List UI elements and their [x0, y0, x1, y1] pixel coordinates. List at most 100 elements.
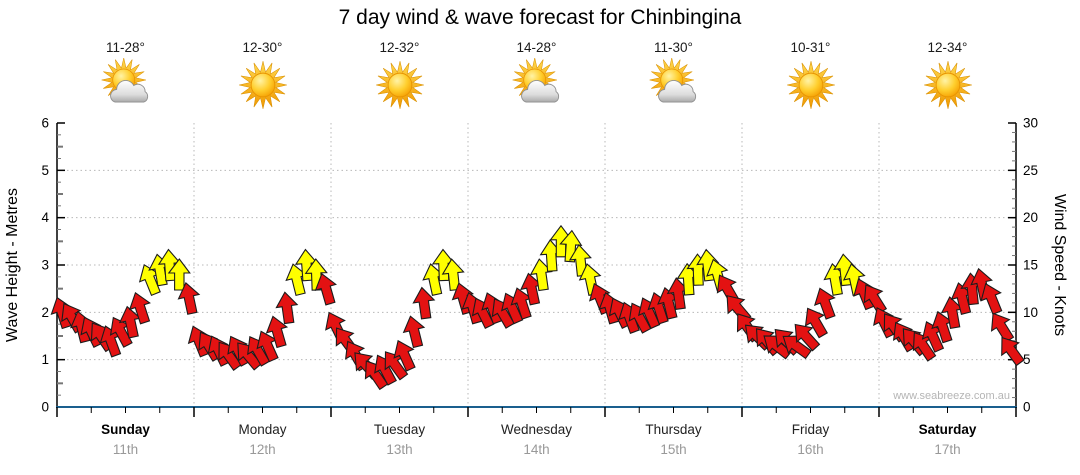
cloud-glyph: [109, 80, 148, 103]
left-axis-tick-label: 5: [41, 163, 49, 178]
right-axis-tick-label: 25: [1023, 163, 1038, 178]
day-date-label: 11th: [112, 442, 139, 457]
day-date-label: 14th: [523, 442, 550, 457]
left-axis-tick-label: 4: [41, 210, 49, 225]
cloud-glyph: [520, 80, 559, 103]
left-axis-title: Wave Height - Metres: [4, 188, 21, 342]
wind-arrow: [275, 291, 299, 325]
day-name-label: Tuesday: [373, 422, 426, 437]
day-header-strip: 11-28° 12-30° 12-32° 14-28° 11-30° 10-31° 12-3…: [57, 38, 1016, 112]
day-axis-label-column: Thursday 15th: [605, 420, 742, 460]
sun-disc: [250, 72, 275, 98]
partly-cloudy-icon: [512, 58, 559, 103]
weather-icon-box: [647, 58, 701, 112]
sun-disc: [387, 72, 412, 98]
forecast-day-column: 11-30°: [605, 38, 742, 112]
partly-cloudy-icon: [649, 58, 696, 103]
day-date-label: 15th: [660, 442, 687, 457]
right-axis-title: Wind Speed - Knots: [1051, 194, 1068, 336]
chart-title: 7 day wind & wave forecast for Chinbingi…: [338, 6, 742, 29]
day-temperature-range: 12-30°: [242, 40, 283, 55]
day-name-label: Friday: [791, 422, 830, 437]
left-axis-tick-label: 0: [41, 400, 49, 415]
day-name-label: Monday: [238, 422, 287, 437]
day-axis-label-column: Tuesday 13th: [331, 420, 468, 460]
weather-icon-box: [236, 58, 290, 112]
right-axis-tick-label: 5: [1023, 352, 1031, 367]
day-temperature-range: 10-31°: [790, 40, 831, 55]
sunny-icon: [375, 61, 424, 109]
forecast-day-column: 12-32°: [331, 38, 468, 112]
right-axis-tick-label: 10: [1023, 305, 1038, 320]
watermark: www.seabreeze.com.au: [892, 390, 1010, 402]
forecast-day-column: 11-28°: [57, 38, 194, 112]
day-temperature-range: 12-32°: [379, 40, 420, 55]
right-axis-tick-label: 30: [1023, 116, 1038, 131]
wind-arrow: [393, 339, 416, 372]
wind-arrow: [412, 286, 436, 320]
sun-disc: [798, 72, 823, 98]
left-axis-tick-label: 3: [41, 258, 49, 273]
day-name-label: Sunday: [101, 422, 150, 437]
day-temperature-range: 11-30°: [654, 40, 693, 55]
forecast-day-column: 12-30°: [194, 38, 331, 112]
wind-arrow: [167, 258, 191, 291]
day-name-label: Wednesday: [500, 422, 573, 437]
wind-arrow: [794, 323, 821, 352]
sun-glyph: [238, 61, 287, 109]
wind-arrow: [265, 315, 289, 349]
left-axis-tick-label: 6: [41, 116, 49, 131]
weather-icon-box: [99, 58, 153, 112]
right-axis-tick-label: 0: [1023, 400, 1031, 415]
sunny-icon: [786, 61, 835, 109]
wind-arrow: [128, 291, 151, 325]
sun-glyph: [375, 61, 424, 109]
right-axis-tick-label: 15: [1023, 258, 1038, 273]
partly-cloudy-icon: [101, 58, 148, 103]
weather-icon-box: [784, 58, 838, 112]
weather-icon-box: [373, 58, 427, 112]
cloud-glyph: [657, 80, 696, 103]
sunny-icon: [923, 61, 972, 109]
forecast-day-column: 10-31°: [742, 38, 879, 112]
day-temperature-range: 11-28°: [106, 40, 145, 55]
wind-arrow: [559, 229, 583, 263]
sunny-icon: [238, 61, 287, 109]
day-name-label: Saturday: [918, 422, 977, 437]
wind-arrow: [813, 287, 836, 320]
wind-arrow: [177, 282, 201, 315]
sun-glyph: [786, 61, 835, 109]
day-axis-label-column: Friday 16th: [742, 420, 879, 460]
right-axis-tick-label: 20: [1023, 210, 1038, 225]
day-date-label: 17th: [934, 442, 961, 457]
day-temperature-range: 14-28°: [516, 40, 557, 55]
left-axis-tick-label: 2: [41, 305, 49, 320]
wind-arrow: [441, 258, 465, 292]
wind-arrow: [804, 307, 828, 339]
wind-arrow: [990, 312, 1015, 343]
wind-arrow: [529, 258, 553, 292]
day-date-label: 16th: [797, 442, 824, 457]
wind-arrow: [402, 315, 426, 349]
wind-arrow: [314, 272, 337, 306]
day-temperature-range: 12-34°: [927, 40, 968, 55]
day-name-label: Thursday: [645, 422, 702, 437]
day-axis-label-column: Sunday 11th: [57, 420, 194, 460]
weather-icon-box: [510, 58, 564, 112]
day-axis-label-column: Saturday 17th: [879, 420, 1016, 460]
left-axis-tick-label: 1: [41, 352, 49, 367]
day-date-label: 13th: [386, 442, 413, 457]
forecast-day-column: 14-28°: [468, 38, 605, 112]
weather-icon-box: [921, 58, 975, 112]
day-label-strip: Sunday 11th Monday 12th Tuesday 13th Wednesday…: [57, 420, 1016, 460]
forecast-day-column: 12-34°: [879, 38, 1016, 112]
day-axis-label-column: Monday 12th: [194, 420, 331, 460]
sun-disc: [935, 72, 960, 98]
sun-glyph: [923, 61, 972, 109]
wind-arrow: [980, 282, 1003, 315]
wind-arrow: [1001, 336, 1025, 367]
day-axis-label-column: Wednesday 14th: [468, 420, 605, 460]
day-date-label: 12th: [249, 442, 276, 457]
